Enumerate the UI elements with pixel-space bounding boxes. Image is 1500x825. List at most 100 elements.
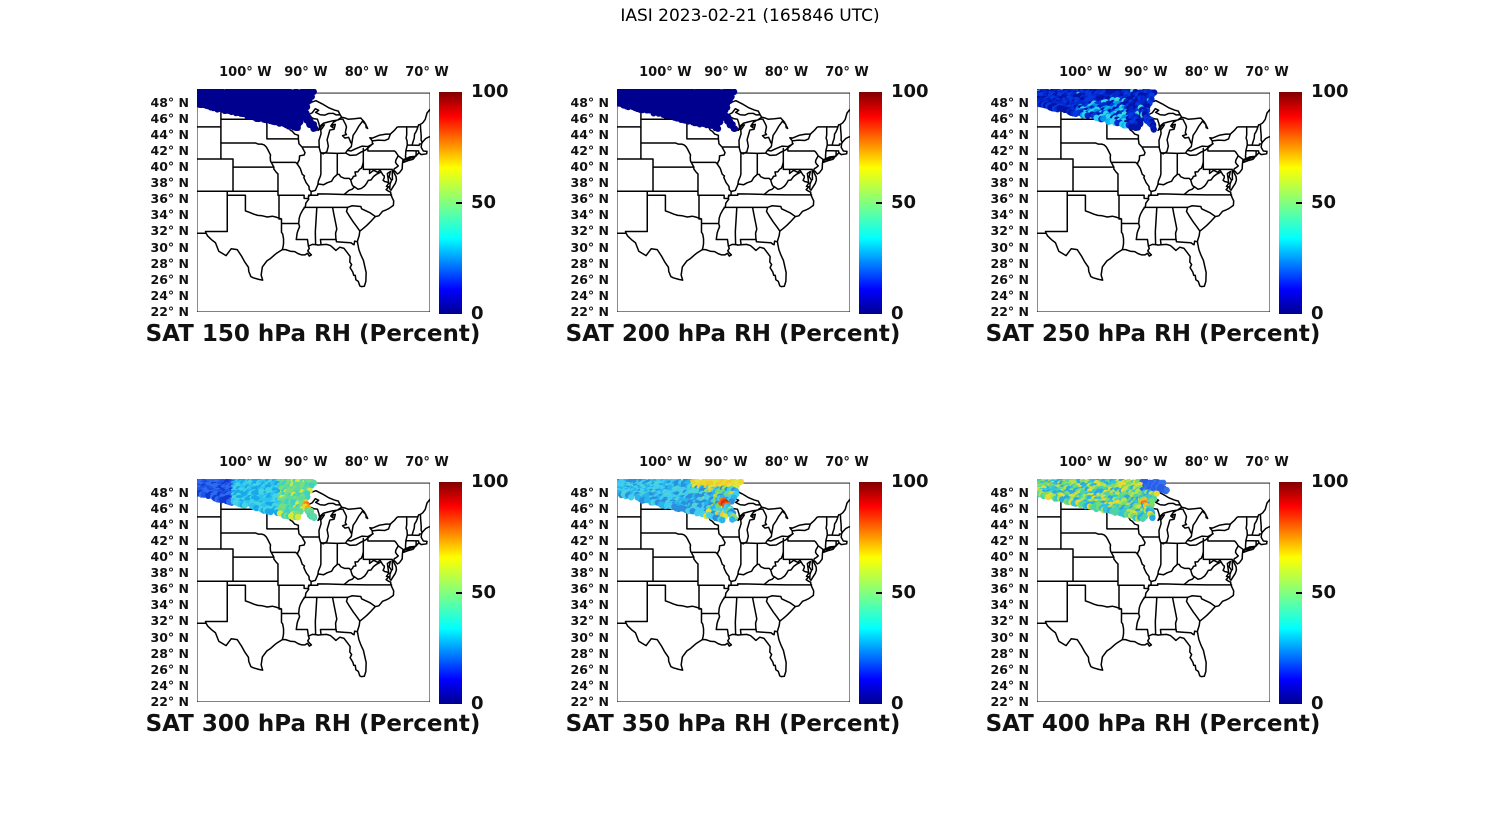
lat-tick-label: 24° N: [150, 677, 189, 693]
colorbar-tick-label: 100: [891, 81, 929, 102]
lon-tick-label: 80° W: [764, 65, 809, 80]
colorbar-tick-label: 50: [1311, 582, 1337, 603]
lat-tick-label: 46° N: [990, 110, 1029, 126]
lat-tick-label: 36° N: [990, 581, 1029, 597]
lat-tick-label: 24° N: [570, 677, 609, 693]
lon-tick-label: 100° W: [639, 455, 692, 470]
colorbar-tick-label: 0: [1311, 303, 1324, 324]
colorbar-gradient: [439, 482, 462, 704]
lat-tick-label: 22° N: [150, 694, 189, 709]
lat-tick-label: 22° N: [990, 694, 1029, 709]
satellite-swath-dots: [1037, 479, 1170, 522]
lon-tick-label: 100° W: [219, 65, 272, 80]
panel-title: SAT 300 hPa RH (Percent): [145, 711, 481, 737]
lat-tick-label: 46° N: [570, 500, 609, 516]
lon-tick-label: 100° W: [219, 455, 272, 470]
colorbar-gradient: [1279, 482, 1302, 704]
colorbar-tick-label: 100: [1311, 471, 1349, 492]
lon-tick-label: 90° W: [284, 65, 328, 80]
colorbar-gradient: [859, 92, 882, 314]
us-states-map: [1037, 89, 1270, 312]
lat-tick-label: 26° N: [150, 661, 189, 677]
lat-tick-label: 30° N: [150, 629, 189, 645]
lon-tick-label: 90° W: [704, 455, 748, 470]
lat-tick-label: 48° N: [570, 94, 609, 110]
panel-title: SAT 200 hPa RH (Percent): [565, 321, 901, 347]
lon-tick-label: 90° W: [1124, 65, 1168, 80]
lon-tick-label: 70° W: [405, 455, 449, 470]
colorbar-midtick: [456, 592, 462, 594]
lat-tick-label: 44° N: [150, 126, 189, 142]
lat-tick-label: 40° N: [150, 549, 189, 565]
lat-tick-label: 32° N: [990, 223, 1029, 239]
lat-tick-label: 48° N: [990, 94, 1029, 110]
lat-tick-label: 26° N: [570, 661, 609, 677]
satellite-swath-dots: [617, 89, 738, 132]
colorbar-midtick: [1296, 592, 1302, 594]
colorbar-tick-label: 100: [891, 471, 929, 492]
lon-tick-label: 80° W: [1184, 65, 1229, 80]
lat-tick-label: 42° N: [570, 532, 609, 548]
lat-tick-label: 28° N: [150, 255, 189, 271]
colorbar-tick-label: 100: [1311, 81, 1349, 102]
colorbar-gradient: [439, 92, 462, 314]
rh-map-panel-300-hpa: 100° W 90° W 80° W 70° W 48° N 46° N 44° N 42° …: [137, 447, 519, 752]
lon-tick-label: 90° W: [1124, 455, 1168, 470]
lat-tick-label: 46° N: [150, 110, 189, 126]
lat-tick-label: 38° N: [570, 565, 609, 581]
lat-tick-label: 28° N: [570, 645, 609, 661]
lat-tick-label: 34° N: [570, 207, 609, 223]
lat-tick-label: 44° N: [150, 516, 189, 532]
lat-tick-label: 36° N: [570, 581, 609, 597]
lat-tick-label: 24° N: [150, 287, 189, 303]
figure-title: IASI 2023-02-21 (165846 UTC): [620, 6, 880, 26]
lat-tick-label: 34° N: [990, 597, 1029, 613]
lat-tick-label: 22° N: [990, 304, 1029, 319]
lat-tick-label: 32° N: [570, 613, 609, 629]
lat-tick-label: 36° N: [150, 191, 189, 207]
panel-title: SAT 250 hPa RH (Percent): [985, 321, 1321, 347]
panel-title: SAT 400 hPa RH (Percent): [985, 711, 1321, 737]
lat-tick-label: 34° N: [150, 207, 189, 223]
satellite-swath-dots: [197, 89, 319, 132]
colorbar-gradient: [859, 482, 882, 704]
lat-tick-label: 30° N: [570, 629, 609, 645]
lat-tick-label: 40° N: [570, 159, 609, 175]
colorbar-tick-label: 0: [471, 693, 484, 714]
us-states-map: [197, 89, 430, 312]
colorbar-tick-label: 0: [891, 303, 904, 324]
lat-tick-label: 38° N: [990, 565, 1029, 581]
colorbar-tick-label: 100: [471, 81, 509, 102]
lat-tick-label: 26° N: [990, 271, 1029, 287]
colorbar-midtick: [1296, 202, 1302, 204]
lat-tick-label: 42° N: [990, 532, 1029, 548]
colorbar-tick-label: 50: [891, 192, 917, 213]
lon-tick-label: 70° W: [825, 455, 869, 470]
lat-tick-label: 46° N: [990, 500, 1029, 516]
lat-tick-label: 48° N: [150, 94, 189, 110]
colorbar-tick-label: 100: [471, 471, 509, 492]
lat-tick-label: 38° N: [990, 175, 1029, 191]
colorbar-midtick: [456, 202, 462, 204]
us-states-map: [1037, 479, 1270, 702]
colorbar-tick-label: 0: [891, 693, 904, 714]
satellite-swath-dots: [197, 479, 318, 521]
lon-tick-label: 90° W: [704, 65, 748, 80]
satellite-swath-dots: [617, 479, 744, 524]
lat-tick-label: 44° N: [990, 516, 1029, 532]
lon-tick-label: 70° W: [825, 65, 869, 80]
us-states-map: [617, 89, 850, 312]
lat-tick-label: 26° N: [150, 271, 189, 287]
state-boundaries: [617, 92, 850, 287]
lat-tick-label: 34° N: [150, 597, 189, 613]
lon-tick-label: 80° W: [1184, 455, 1229, 470]
lat-tick-label: 46° N: [150, 500, 189, 516]
lat-tick-label: 30° N: [990, 239, 1029, 255]
lat-tick-label: 38° N: [150, 175, 189, 191]
lon-tick-label: 80° W: [344, 65, 389, 80]
lat-tick-label: 28° N: [990, 255, 1029, 271]
lat-tick-label: 44° N: [990, 126, 1029, 142]
lat-tick-label: 42° N: [150, 532, 189, 548]
rh-map-panel-400-hpa: 100° W 90° W 80° W 70° W 48° N 46° N 44° N 42° …: [977, 447, 1359, 752]
satellite-swath-dots: [1037, 89, 1158, 133]
